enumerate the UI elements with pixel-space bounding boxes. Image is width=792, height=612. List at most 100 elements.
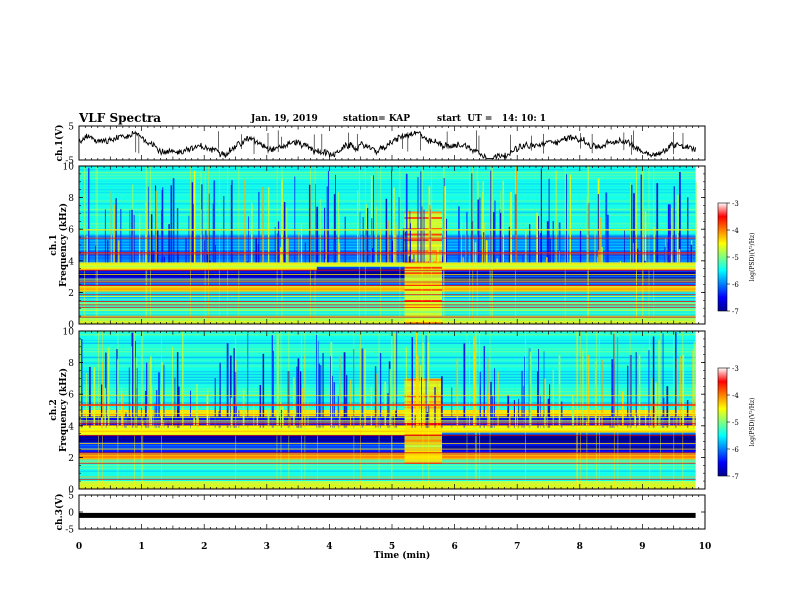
spectrogram-streak	[661, 415, 664, 428]
spectrogram-streak	[417, 355, 419, 428]
spectrogram-streak	[121, 386, 122, 428]
spectrogram-streak	[411, 259, 413, 263]
spectrogram-streak	[238, 166, 240, 324]
spectrogram-streak	[538, 348, 540, 428]
spectrogram-streak	[276, 331, 278, 489]
spectrogram-streak	[378, 331, 380, 489]
spectrogram-streak	[325, 229, 328, 263]
spectrogram-streak	[121, 403, 123, 428]
spectrogram-streak	[324, 207, 326, 263]
y-tick-label: 0	[68, 321, 74, 331]
spectrogram-streak	[387, 393, 389, 428]
spectrogram-streak	[599, 331, 600, 489]
y-tick-label: 6	[68, 391, 74, 401]
spectrogram-streak	[414, 415, 416, 428]
colorbar-tick-label: -3	[732, 200, 739, 208]
spectrogram-stripe	[79, 433, 696, 435]
spectrogram-streak	[425, 335, 427, 428]
spectrogram-stripe	[79, 254, 696, 256]
start-time-label: start UT = 14: 10: 1	[437, 114, 547, 124]
spectrogram-streak	[316, 209, 318, 263]
spectrogram-streak	[117, 331, 119, 489]
spectrogram-streak	[586, 331, 588, 489]
spectrogram-streak	[630, 182, 631, 263]
spectrogram-streak	[443, 166, 445, 324]
spectrogram-streak	[307, 401, 309, 428]
spectrogram-streak	[302, 388, 303, 428]
spectrogram-streak	[679, 355, 681, 428]
colorbar-tick-label: -4	[732, 392, 739, 400]
spectrogram-line	[79, 294, 696, 296]
spectrogram-streak	[575, 331, 577, 489]
spectrogram-streak	[353, 331, 355, 489]
spectrogram-streak	[676, 195, 679, 263]
spectrogram-streak	[442, 256, 444, 263]
spectrogram-streak	[170, 185, 173, 263]
colorbar-tick-label: -7	[732, 473, 739, 481]
spectrogram-line	[79, 485, 696, 487]
spectrogram-event-stripe	[442, 438, 696, 441]
spectrogram-streak	[257, 244, 259, 263]
y-axis-label: ch.2	[49, 399, 59, 420]
spectrogram-streak	[648, 350, 650, 428]
spectrogram-streak	[193, 170, 196, 263]
spectrogram-stripe	[79, 223, 696, 225]
spectrogram-event-stripe	[404, 233, 443, 236]
spectrogram-streak	[294, 176, 296, 263]
spectrogram-event	[442, 433, 696, 452]
spectrogram-streak	[212, 203, 214, 263]
spectrogram-streak	[636, 166, 637, 324]
spectrogram-streak	[405, 173, 408, 263]
spectrogram-streak	[394, 333, 396, 428]
spectrogram-streak	[391, 170, 393, 263]
spectrogram-line	[79, 296, 696, 297]
spectrogram-line	[79, 274, 696, 275]
spectrogram-stripe	[79, 373, 696, 376]
spectrogram-line	[79, 310, 696, 312]
spectrogram-streak	[280, 247, 282, 263]
spectrogram-stripe	[79, 217, 696, 219]
spectrogram-line	[79, 281, 696, 283]
spectrogram-streak	[645, 405, 647, 428]
spectrogram-streak	[476, 166, 478, 324]
spectrogram-streak	[566, 174, 567, 263]
spectrogram-streak	[141, 331, 143, 489]
spectrogram-streak	[362, 217, 364, 263]
y-tick-label: 4	[68, 422, 74, 432]
spectrogram-streak	[435, 251, 438, 263]
x-tick-label: 10	[699, 542, 712, 552]
spectrogram-streak	[208, 166, 209, 324]
spectrogram-stripe	[79, 368, 696, 370]
spectrogram-streak	[327, 170, 329, 263]
spectrogram-streak	[101, 417, 103, 428]
spectrogram-streak	[330, 356, 331, 428]
spectrogram-streak	[267, 409, 270, 428]
spectrogram-streak	[640, 174, 643, 263]
spectrogram-streak	[226, 343, 229, 428]
spectrogram-streak	[572, 401, 575, 428]
spectrogram-streak	[491, 395, 494, 428]
spectrogram-streak	[490, 422, 492, 428]
spectrogram-streak	[487, 358, 489, 428]
spectrogram-streak	[235, 406, 237, 428]
spectrogram-streak	[658, 339, 660, 428]
spectrogram-line	[79, 229, 696, 231]
spectrogram-streak	[466, 211, 468, 263]
spectrogram-streak	[629, 354, 632, 428]
spectrogram-streak	[411, 337, 413, 428]
colorbar-label: log(PSD)(V²/Hz)	[749, 398, 756, 447]
spectrogram-stripe	[79, 413, 696, 416]
spectrogram-streak	[391, 331, 393, 489]
spectrogram-streak	[482, 248, 484, 263]
spectrogram-stripe	[79, 194, 696, 197]
spectrogram-streak	[607, 214, 609, 263]
spectrogram-streak	[190, 166, 191, 324]
spectrogram-streak	[113, 204, 115, 263]
spectrogram-streak	[458, 206, 460, 263]
spectrogram-streak	[420, 171, 422, 263]
spectrogram-streak	[496, 258, 498, 263]
spectrogram-streak	[656, 183, 659, 263]
spectrogram-streak	[441, 376, 443, 428]
spectrogram-streak	[372, 175, 374, 263]
spectrogram-streak	[564, 166, 566, 324]
